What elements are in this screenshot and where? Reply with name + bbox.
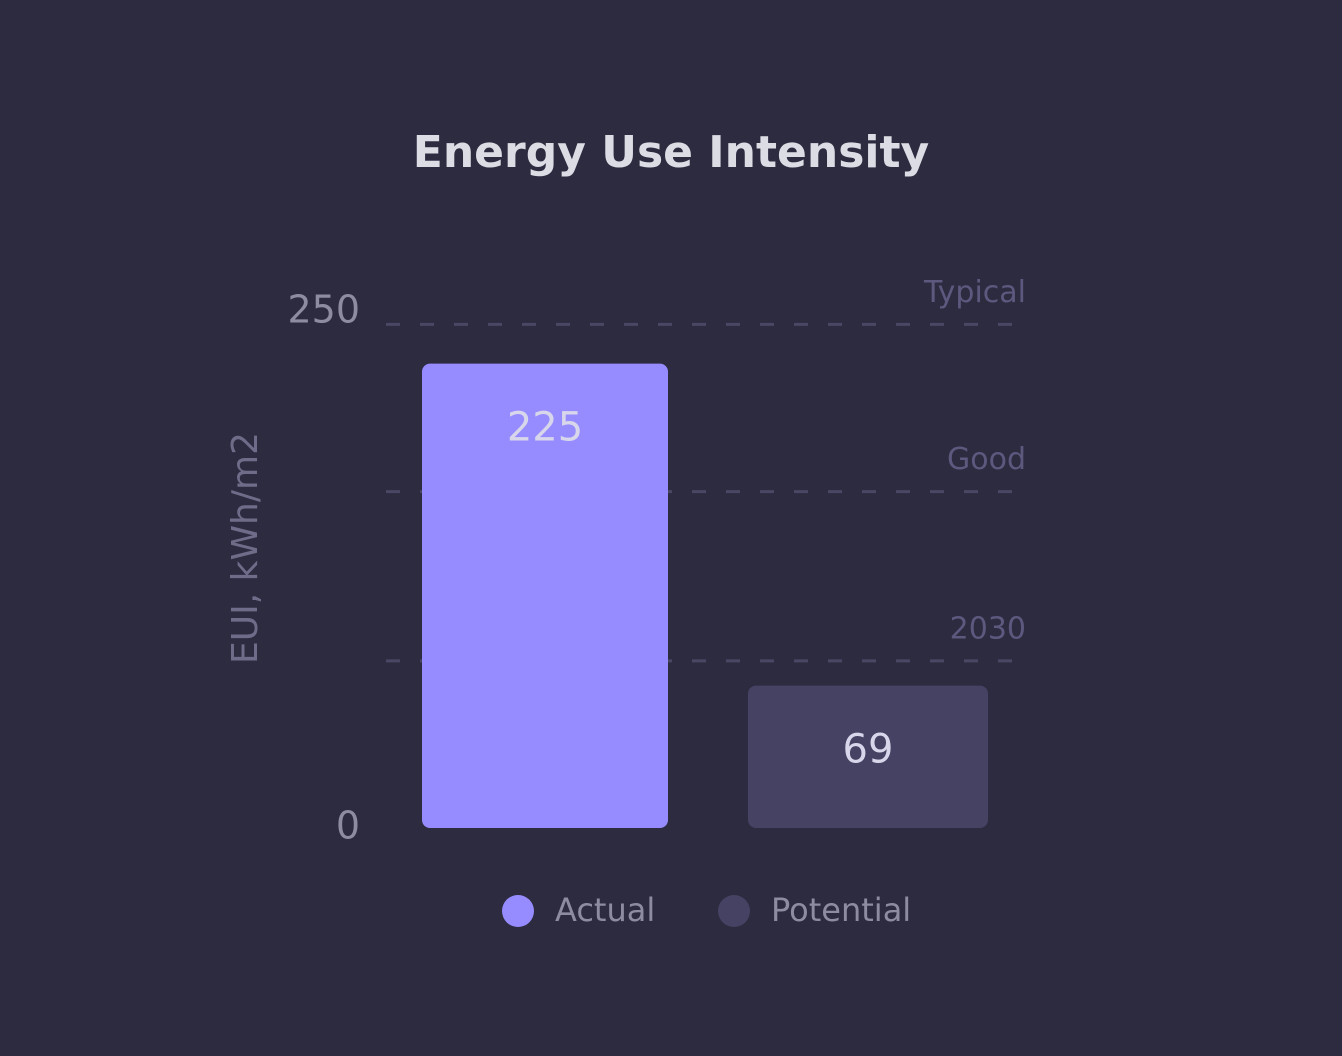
y-tick-label: 250 bbox=[287, 288, 360, 332]
legend-marker bbox=[718, 895, 750, 927]
reference-label: Typical bbox=[923, 275, 1026, 310]
value-label: 69 bbox=[843, 727, 894, 773]
bar bbox=[748, 685, 988, 828]
reference-label: Good bbox=[947, 442, 1026, 477]
reference-label: 2030 bbox=[950, 611, 1026, 646]
bar bbox=[422, 363, 668, 828]
chart-title: Energy Use Intensity bbox=[413, 127, 929, 178]
y-axis-label: EUI, kWh/m2 bbox=[225, 432, 266, 664]
value-label: 225 bbox=[507, 405, 583, 451]
legend-label: Potential bbox=[771, 891, 911, 929]
y-tick-label: 0 bbox=[336, 804, 360, 848]
legend-marker bbox=[502, 895, 534, 927]
legend-label: Actual bbox=[555, 891, 655, 929]
